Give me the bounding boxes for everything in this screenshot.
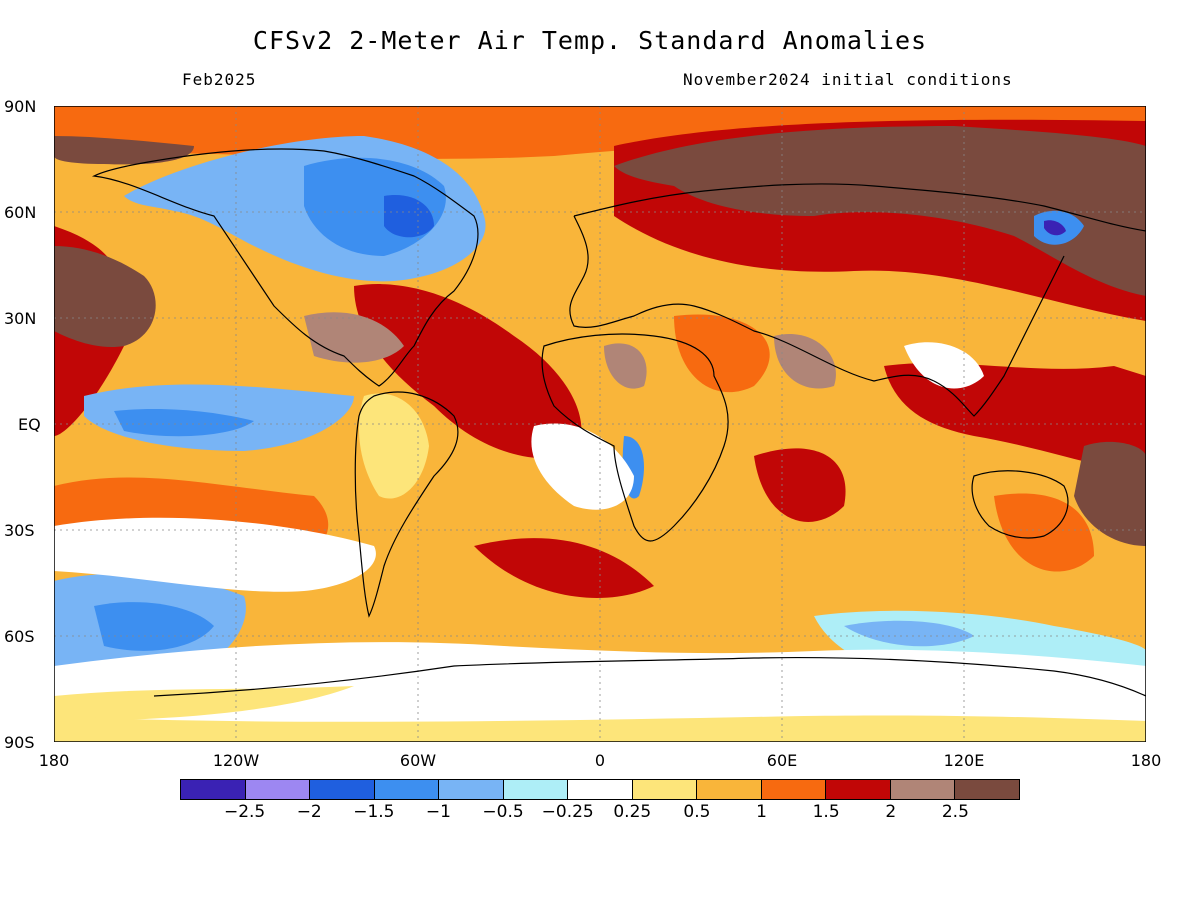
lon-label-180w: 180	[38, 751, 70, 770]
colorbar-swatch	[374, 780, 440, 799]
lat-label-30s: 30S	[4, 521, 35, 540]
forecast-month: Feb2025	[182, 70, 257, 89]
lon-label-120w: 120W	[212, 751, 260, 770]
colorbar-swatch	[310, 780, 375, 799]
lon-label-0: 0	[594, 751, 606, 770]
colorbar-swatch	[955, 780, 1019, 799]
colorbar-swatch	[181, 780, 246, 799]
colorbar-tick-label: −0.5	[482, 802, 524, 822]
colorbar-tick-label: −2	[296, 802, 322, 822]
lat-label-60s: 60S	[4, 627, 35, 646]
colorbar-swatch	[503, 780, 569, 799]
colorbar-swatch	[890, 780, 956, 799]
colorbar-tick-label: 1	[756, 802, 767, 822]
colorbar	[180, 779, 1020, 800]
lat-label-30n: 30N	[4, 309, 37, 328]
initial-conditions: November2024 initial conditions	[683, 70, 1013, 89]
lon-label-180e: 180	[1130, 751, 1162, 770]
colorbar-tick-label: 2	[885, 802, 897, 822]
colorbar-swatch	[761, 780, 827, 799]
anomaly-map	[54, 106, 1146, 742]
neutral-anomaly-fields	[54, 342, 1146, 742]
colorbar-swatch	[439, 780, 504, 799]
colorbar-tick-label: −1	[425, 802, 451, 822]
cool-anomaly-fields	[54, 136, 1146, 706]
colorbar-tick-label: −2.5	[223, 802, 266, 822]
lat-label-eq: EQ	[18, 415, 41, 434]
map-title: CFSv2 2-Meter Air Temp. Standard Anomali…	[252, 26, 928, 55]
colorbar-swatch	[245, 780, 311, 799]
colorbar-tick-label: 0.5	[683, 802, 711, 822]
colorbar-swatch	[632, 780, 698, 799]
colorbar-swatch	[697, 780, 762, 799]
lon-label-120e: 120E	[943, 751, 985, 770]
colorbar-tick-label: −1.5	[353, 802, 395, 822]
extreme-warm-anomaly-fields	[54, 126, 1146, 546]
colorbar-tick-label: 1.5	[812, 802, 840, 822]
colorbar-swatch	[568, 780, 633, 799]
lat-label-90n: 90N	[4, 97, 37, 116]
colorbar-tick-label: 2.5	[941, 802, 969, 822]
lat-label-60n: 60N	[4, 203, 37, 222]
lon-label-60w: 60W	[399, 751, 437, 770]
lon-label-60e: 60E	[766, 751, 798, 770]
graticule	[54, 106, 1146, 742]
coastlines	[91, 148, 1146, 697]
colorbar-tick-label: 0.25	[613, 802, 652, 822]
lat-label-90s: 90S	[4, 733, 35, 752]
colorbar-swatch	[826, 780, 891, 799]
colorbar-tick-label: −0.25	[541, 802, 594, 822]
